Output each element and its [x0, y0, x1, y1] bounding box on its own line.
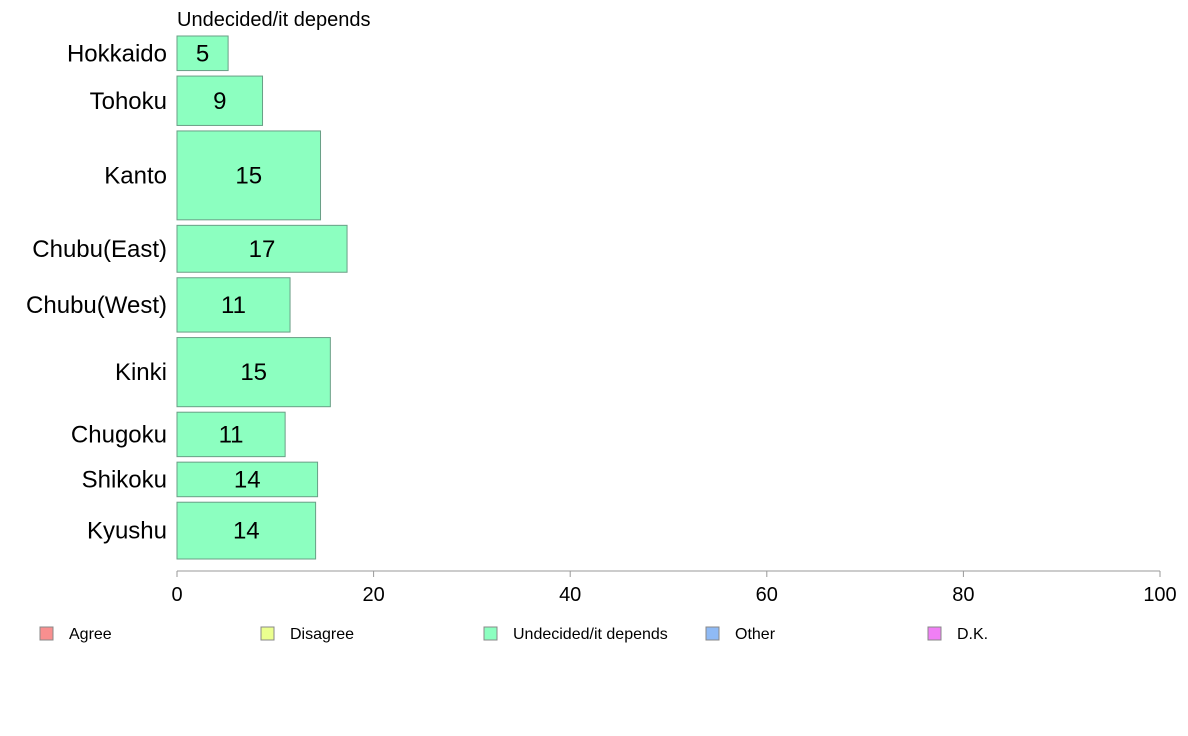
category-label: Kanto — [104, 162, 167, 189]
legend: Agree Disagree Undecided/it depends Other D.… — [39, 626, 988, 643]
legend-swatch — [260, 626, 275, 641]
legend-swatch — [705, 626, 720, 641]
x-axis: 0 20 40 60 80 100 — [171, 570, 1177, 606]
legend-label: Agree — [69, 626, 112, 643]
category-label: Kyushu — [87, 518, 167, 545]
category-label: Kinki — [115, 359, 167, 386]
value-label: 11 — [219, 421, 244, 448]
value-labels: 59 15 17 11 15 11 14 14 — [196, 40, 276, 544]
value-label: 15 — [235, 162, 262, 189]
value-label: 14 — [233, 518, 260, 545]
bar-kyushu — [176, 501, 317, 560]
category-label: Tohoku — [90, 88, 167, 115]
bar-tohoku — [176, 75, 264, 126]
legend-swatch — [39, 626, 54, 641]
bar-chugoku — [176, 411, 286, 458]
value-label: 9 — [213, 88, 226, 115]
value-label: 17 — [249, 236, 276, 263]
x-tick-label: 100 — [1143, 584, 1176, 606]
bar-kinki — [176, 337, 331, 408]
legend-label: Undecided/it depends — [513, 626, 668, 643]
x-tick-label: 0 — [171, 584, 182, 606]
bars — [176, 35, 348, 560]
legend-label: Disagree — [290, 626, 354, 643]
bar-kanto — [176, 130, 322, 221]
x-tick-label: 60 — [756, 584, 778, 606]
category-label: Chubu(West) — [26, 292, 167, 319]
x-tick-label: 20 — [362, 584, 384, 606]
bar-shikoku — [176, 461, 319, 498]
bar-chubu-east — [176, 224, 348, 273]
bar-chubu-west — [176, 277, 291, 333]
value-label: 11 — [221, 292, 246, 319]
legend-label: D.K. — [957, 626, 988, 643]
category-label: Chubu(East) — [32, 236, 167, 263]
value-label: 14 — [234, 466, 261, 493]
category-labels: Hokkaido Tohoku Kanto Chubu(East) Chubu(West… — [26, 40, 167, 544]
legend-label: Other — [735, 626, 776, 643]
legend-swatch — [927, 626, 942, 641]
category-label: Hokkaido — [67, 40, 167, 67]
value-label: 5 — [196, 40, 209, 67]
legend-swatch — [483, 626, 498, 641]
x-tick-label: 80 — [952, 584, 974, 606]
bar-hokkaido — [176, 35, 229, 72]
category-label: Chugoku — [71, 421, 167, 448]
x-tick-label: 40 — [559, 584, 581, 606]
category-label: Shikoku — [82, 466, 167, 493]
panel-title: Undecided/it depends — [177, 9, 370, 31]
value-label: 15 — [240, 359, 267, 386]
